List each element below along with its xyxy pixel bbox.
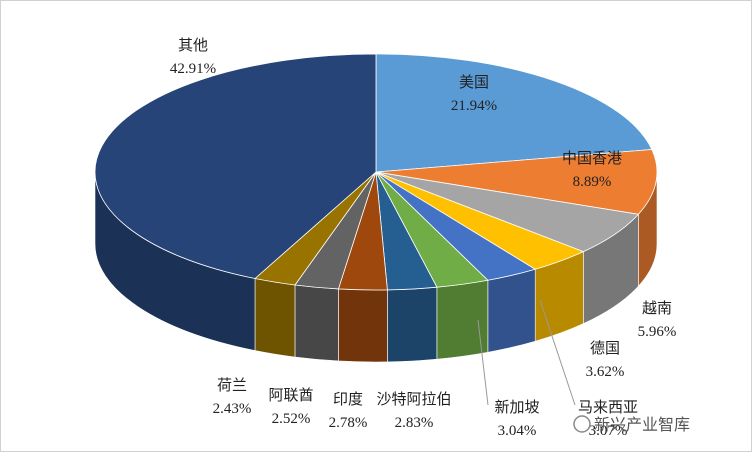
slice-value-label: 3.62% [586,364,625,380]
pie-slice [375,53,653,173]
slice-label: 马来西亚 [578,398,638,416]
pie-tops [94,53,658,291]
slice-value-label: 3.04% [498,423,537,439]
pie-slice [375,149,658,215]
slice-value-label: 2.52% [272,411,311,427]
pie-labels: 美国 21.94% 中国香港 8.89% 越南 5.96% 德国 3.62% 马来西亚 3.07%… [170,36,677,439]
slice-value-label: 5.96% [638,324,677,340]
pie-slice [94,53,377,279]
slice-value-label: 2.43% [213,401,252,417]
slice-label: 沙特阿拉伯 [376,390,451,408]
slice-label: 新加坡 [494,398,539,416]
pie-slice-side [487,268,536,353]
slice-label: 越南 [642,299,672,317]
slice-label: 荷兰 [217,376,247,394]
pie-slice-side [338,288,388,363]
leader-line [539,299,576,406]
leader-line [477,319,489,406]
pie-slice-side [387,286,438,363]
watermark-icon [573,415,591,433]
slice-label: 美国 [459,73,489,91]
slice-value-label: 2.83% [395,415,434,431]
watermark: 新兴产业智库 [573,415,690,434]
slice-value-label: 8.89% [573,174,612,190]
slice-label: 中国香港 [562,149,622,167]
slice-label: 印度 [333,390,363,408]
pie-slice-side [294,284,339,362]
pie-sides [94,171,658,363]
slice-value-label: 42.91% [170,61,216,77]
slice-value-label: 2.78% [329,415,368,431]
watermark-text: 新兴产业智库 [594,415,690,434]
pie-slice-side [436,279,489,360]
slice-label: 阿联酋 [268,386,313,404]
slice-value-label: 21.94% [451,98,497,114]
slice-label: 其他 [178,36,208,54]
slice-label: 德国 [590,339,620,357]
slice-value-label: 3.07% [589,423,628,439]
pie-slice-side [254,278,296,358]
